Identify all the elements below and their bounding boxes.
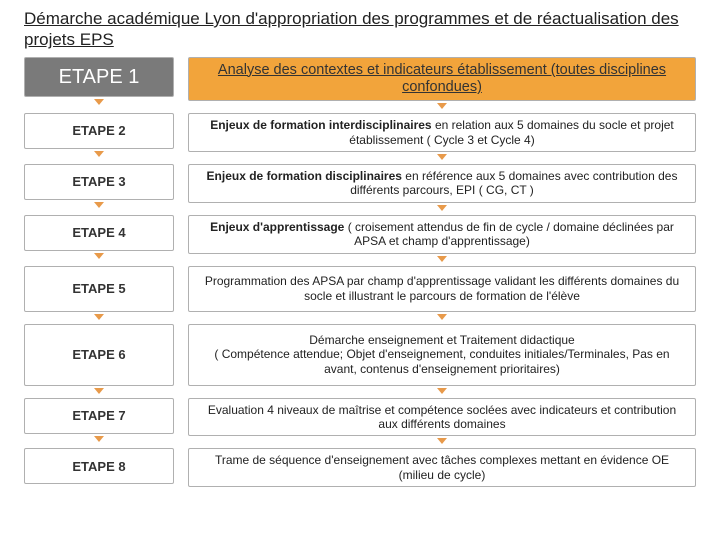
stage-label: ETAPE 3 — [72, 174, 125, 190]
arrow-down-icon — [94, 314, 104, 320]
process-row: ETAPE 3 Enjeux de formation disciplinaire… — [24, 164, 696, 213]
arrow-down-icon — [437, 103, 447, 109]
description-box: Enjeux d'apprentissage ( croisement atte… — [188, 215, 696, 254]
stage-box: ETAPE 5 — [24, 266, 174, 312]
process-row: ETAPE 6 Démarche enseignement et Traiteme… — [24, 324, 696, 396]
description-box: Enjeux de formation disciplinaires en ré… — [188, 164, 696, 203]
stage-box: ETAPE 3 — [24, 164, 174, 200]
process-row: ETAPE 2 Enjeux de formation interdiscipli… — [24, 113, 696, 162]
stage-column: ETAPE 1 — [24, 57, 174, 112]
stage-box: ETAPE 8 — [24, 448, 174, 484]
arrow-down-icon — [94, 99, 104, 105]
arrow-down-icon — [437, 388, 447, 394]
stage-box: ETAPE 4 — [24, 215, 174, 251]
description-text: Evaluation 4 niveaux de maîtrise et comp… — [197, 403, 687, 432]
description-column: Trame de séquence d'enseignement avec tâ… — [188, 448, 696, 487]
stage-column: ETAPE 2 — [24, 113, 174, 162]
stage-column: ETAPE 4 — [24, 215, 174, 264]
stage-box: ETAPE 1 — [24, 57, 174, 97]
arrow-down-icon — [437, 205, 447, 211]
description-box: Programmation des APSA par champ d'appre… — [188, 266, 696, 312]
description-text: Enjeux de formation interdisciplinaires … — [197, 118, 687, 147]
stage-label: ETAPE 6 — [72, 347, 125, 363]
arrow-down-icon — [94, 202, 104, 208]
description-box: Enjeux de formation interdisciplinaires … — [188, 113, 696, 152]
stage-box: ETAPE 7 — [24, 398, 174, 434]
stage-label: ETAPE 1 — [59, 65, 140, 89]
process-row: ETAPE 5 Programmation des APSA par champ … — [24, 266, 696, 322]
arrow-down-icon — [437, 438, 447, 444]
stage-label: ETAPE 8 — [72, 459, 125, 475]
description-text: Trame de séquence d'enseignement avec tâ… — [197, 453, 687, 482]
process-row: ETAPE 8 Trame de séquence d'enseignement … — [24, 448, 696, 487]
stage-column: ETAPE 6 — [24, 324, 174, 396]
process-diagram: ETAPE 1 Analyse des contextes et indicate… — [24, 57, 696, 488]
stage-column: ETAPE 5 — [24, 266, 174, 322]
arrow-down-icon — [437, 154, 447, 160]
stage-box: ETAPE 6 — [24, 324, 174, 386]
description-box: Analyse des contextes et indicateurs éta… — [188, 57, 696, 102]
description-box: Trame de séquence d'enseignement avec tâ… — [188, 448, 696, 487]
stage-label: ETAPE 4 — [72, 225, 125, 241]
arrow-down-icon — [94, 436, 104, 442]
description-column: Démarche enseignement et Traitement dida… — [188, 324, 696, 396]
page-title: Démarche académique Lyon d'appropriation… — [24, 8, 696, 51]
description-text: Enjeux de formation disciplinaires en ré… — [197, 169, 687, 198]
stage-label: ETAPE 7 — [72, 408, 125, 424]
description-box: Démarche enseignement et Traitement dida… — [188, 324, 696, 386]
description-column: Analyse des contextes et indicateurs éta… — [188, 57, 696, 112]
description-text: Enjeux d'apprentissage ( croisement atte… — [197, 220, 687, 249]
stage-column: ETAPE 3 — [24, 164, 174, 213]
arrow-down-icon — [94, 388, 104, 394]
description-column: Enjeux d'apprentissage ( croisement atte… — [188, 215, 696, 264]
description-text: Analyse des contextes et indicateurs éta… — [195, 62, 689, 97]
description-text: Programmation des APSA par champ d'appre… — [197, 274, 687, 303]
arrow-down-icon — [437, 256, 447, 262]
description-column: Enjeux de formation disciplinaires en ré… — [188, 164, 696, 213]
arrow-down-icon — [94, 151, 104, 157]
description-text: Démarche enseignement et Traitement dida… — [197, 333, 687, 376]
stage-label: ETAPE 5 — [72, 281, 125, 297]
stage-column: ETAPE 7 — [24, 398, 174, 447]
description-column: Evaluation 4 niveaux de maîtrise et comp… — [188, 398, 696, 447]
process-row: ETAPE 7 Evaluation 4 niveaux de maîtrise … — [24, 398, 696, 447]
process-row: ETAPE 1 Analyse des contextes et indicate… — [24, 57, 696, 112]
stage-column: ETAPE 8 — [24, 448, 174, 487]
arrow-down-icon — [94, 253, 104, 259]
process-row: ETAPE 4 Enjeux d'apprentissage ( croiseme… — [24, 215, 696, 264]
stage-label: ETAPE 2 — [72, 123, 125, 139]
stage-box: ETAPE 2 — [24, 113, 174, 149]
description-column: Programmation des APSA par champ d'appre… — [188, 266, 696, 322]
description-box: Evaluation 4 niveaux de maîtrise et comp… — [188, 398, 696, 437]
arrow-down-icon — [437, 314, 447, 320]
description-column: Enjeux de formation interdisciplinaires … — [188, 113, 696, 162]
